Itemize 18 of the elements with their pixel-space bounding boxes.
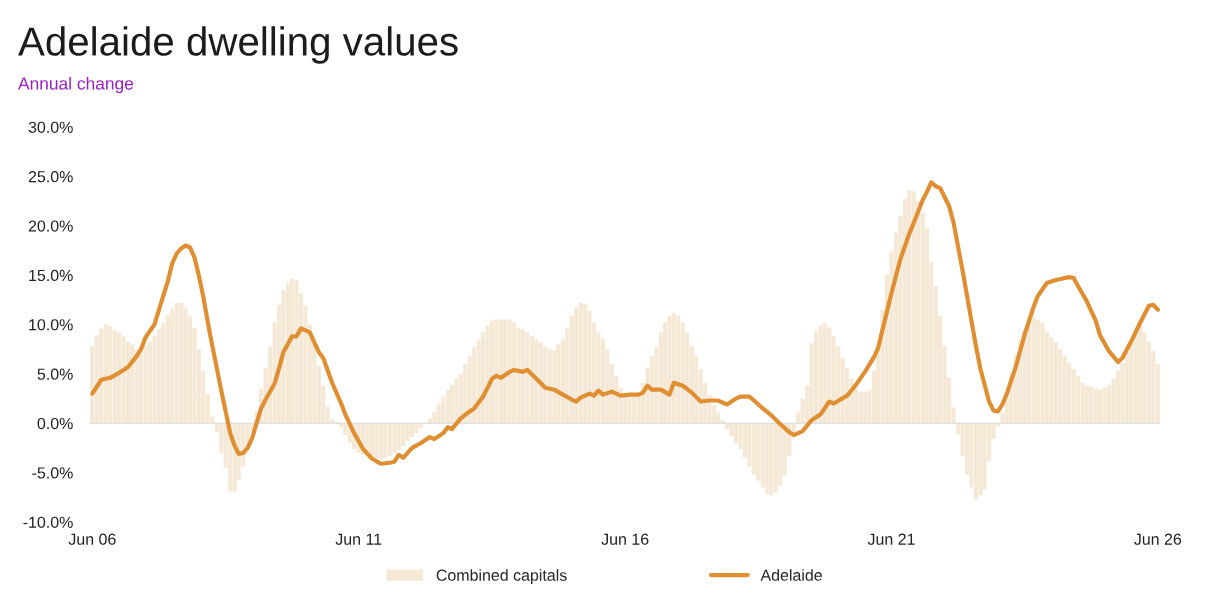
- x-tick-label: Jun 11: [335, 533, 382, 545]
- x-tick-label: Jun 06: [68, 533, 116, 545]
- x-tick-label: Jun 21: [867, 533, 915, 545]
- x-tick-label: Jun 16: [601, 533, 649, 545]
- y-tick-label: 25.0%: [28, 171, 73, 183]
- y-tick-label: 5.0%: [37, 368, 73, 380]
- legend-label: Combined capitals: [436, 569, 567, 585]
- y-tick-label: 20.0%: [28, 220, 73, 232]
- legend-label: Adelaide: [760, 569, 822, 581]
- chart-title: Adelaide dwelling values: [18, 26, 458, 64]
- y-tick-label: 30.0%: [28, 121, 73, 133]
- y-tick-label: -5.0%: [32, 467, 73, 479]
- y-tick-label: 0.0%: [37, 417, 73, 430]
- x-tick-label: Jun 26: [1134, 533, 1182, 545]
- y-tick-label: -10.0%: [23, 516, 73, 528]
- chart-subtitle: Annual change: [18, 76, 134, 94]
- y-tick-label: 15.0%: [29, 269, 73, 282]
- y-tick-label: 10.0%: [29, 319, 73, 331]
